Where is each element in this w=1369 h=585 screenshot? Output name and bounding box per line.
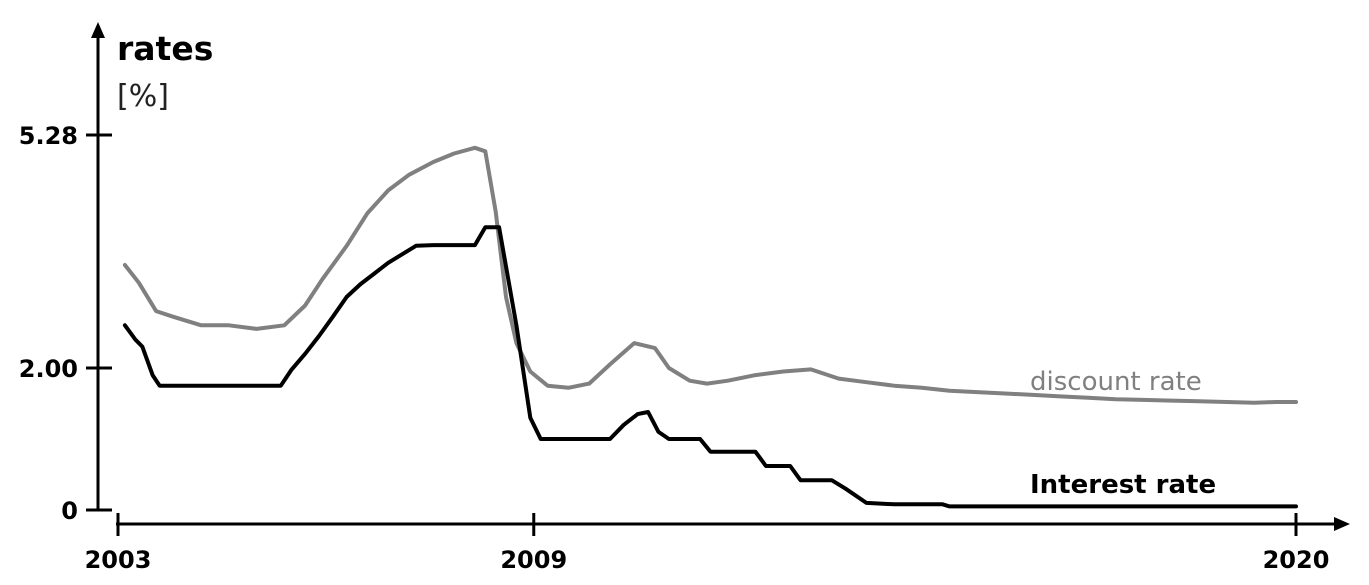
y-tick-label: 2.00: [19, 355, 78, 383]
series-lines: discount rate Interest rate: [122, 145, 1298, 509]
y-axis-arrowhead: [91, 22, 105, 38]
y-tick-label: 5.28: [19, 122, 78, 150]
x-tick-label: 2009: [500, 546, 567, 574]
series-line-discount-rate: [122, 145, 1298, 405]
y-tick-label: 0: [61, 497, 78, 525]
y-ticks: 0 2.00 5.28: [19, 122, 112, 525]
x-axis-arrowhead: [1334, 517, 1350, 531]
series-line-interest-rate: [122, 225, 1298, 509]
y-axis-title: rates: [117, 29, 213, 68]
series-label-discount-rate: discount rate: [1030, 367, 1202, 397]
x-axis: [116, 517, 1350, 531]
x-tick-label: 2020: [1263, 546, 1330, 574]
x-tick-label: 2003: [85, 546, 152, 574]
series-label-interest-rate: Interest rate: [1030, 470, 1216, 500]
y-axis-unit: [%]: [117, 79, 169, 114]
x-ticks: 2003 2009 2020: [85, 513, 1330, 574]
y-axis: [91, 22, 105, 510]
